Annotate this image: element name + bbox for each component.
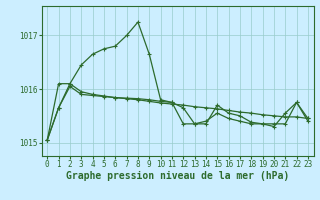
X-axis label: Graphe pression niveau de la mer (hPa): Graphe pression niveau de la mer (hPa) bbox=[66, 171, 289, 181]
